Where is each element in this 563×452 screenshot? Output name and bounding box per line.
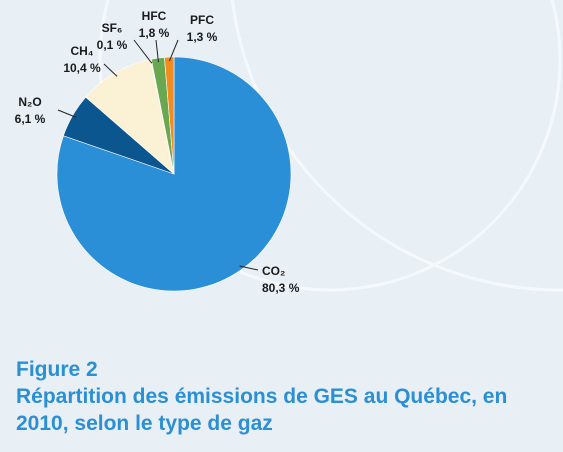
leader-line bbox=[133, 39, 153, 64]
pie-slice bbox=[164, 56, 175, 175]
leader-line bbox=[168, 39, 179, 62]
chart-title: Figure 2 bbox=[16, 358, 98, 381]
leader-line bbox=[57, 109, 77, 118]
leader-line bbox=[103, 63, 118, 77]
chart-subtitle: Répartition des émissions de GES au Québ… bbox=[16, 385, 508, 435]
slice-label: N₂O bbox=[18, 95, 41, 109]
leader-line bbox=[239, 265, 259, 271]
slice-label: SF₆ bbox=[102, 21, 123, 35]
slice-value-label: 80,3 % bbox=[262, 281, 300, 295]
slice-label: PFC bbox=[190, 13, 214, 27]
slice-value-label: 6,1 % bbox=[15, 112, 46, 126]
pie bbox=[56, 56, 292, 292]
leader-line bbox=[155, 39, 159, 63]
slice-label: HFC bbox=[142, 9, 167, 23]
slice-value-label: 0,1 % bbox=[97, 38, 128, 52]
slice-value-label: 1,3 % bbox=[187, 30, 218, 44]
slice-value-label: 1,8 % bbox=[139, 26, 170, 40]
slice-value-label: 10,4 % bbox=[63, 61, 101, 75]
caption: Figure 2 Répartition des émissions de GE… bbox=[16, 356, 561, 437]
slice-label: CO₂ bbox=[262, 264, 285, 278]
background-decoration bbox=[98, 0, 563, 292]
slice-label: CH₄ bbox=[70, 44, 93, 58]
labels: CO₂ 80,3 % N₂O 6,1 % CH₄ 10,4 % SF₆ 0,1 % HFC 1,8… bbox=[15, 9, 300, 295]
